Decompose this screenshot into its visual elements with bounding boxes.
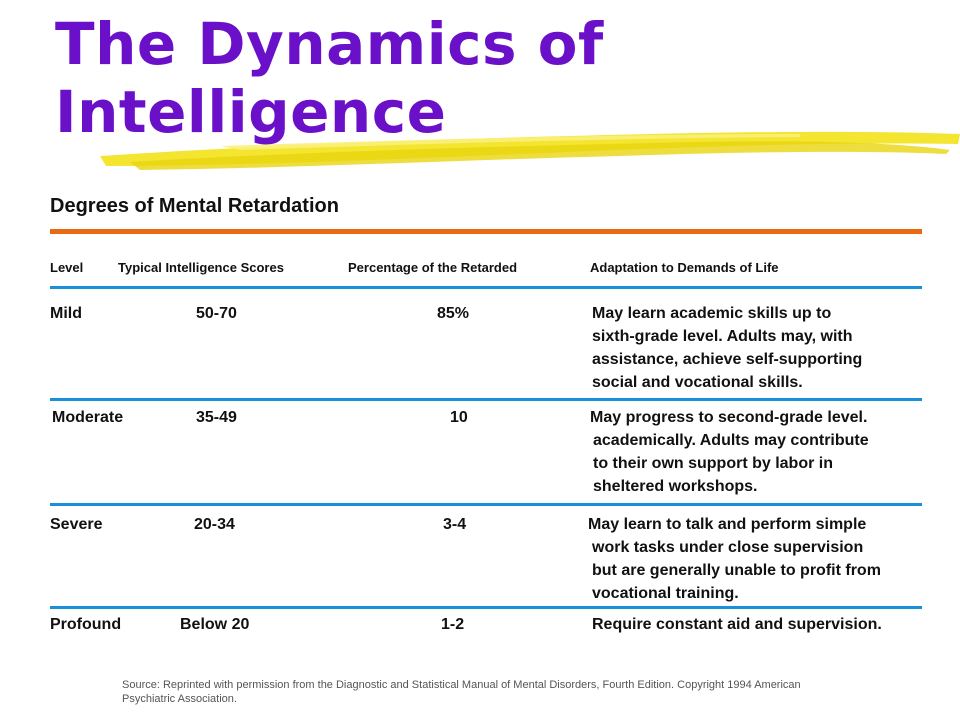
source-line-2: Psychiatric Association. xyxy=(122,693,237,705)
row-divider xyxy=(50,503,922,506)
column-header-adaptation: Adaptation to Demands of Life xyxy=(590,260,779,275)
adaptation-cell: May progress to second-grade level. acad… xyxy=(590,406,935,498)
yellow-brush-stroke xyxy=(100,131,960,170)
table-subtitle: Degrees of Mental Retardation xyxy=(50,195,339,217)
percentage-cell: 3-4 xyxy=(443,516,467,533)
column-header-level: Level xyxy=(50,260,84,275)
percentage-cell: 10 xyxy=(450,409,468,426)
scores-cell: Below 20 xyxy=(180,616,250,633)
title-line-1: The Dynamics of xyxy=(55,10,604,78)
column-header-scores: Typical Intelligence Scores xyxy=(118,260,284,275)
adaptation-line: social and vocational skills. xyxy=(592,374,803,391)
column-header-percentage: Percentage of the Retarded xyxy=(348,260,518,275)
title-line-2: Intelligence xyxy=(55,78,447,146)
adaptation-line: vocational training. xyxy=(592,585,739,602)
level-cell: Mild xyxy=(50,305,82,322)
scores-cell: 20-34 xyxy=(194,516,235,533)
row-divider xyxy=(50,286,922,289)
adaptation-cell: Require constant aid and supervision. xyxy=(592,613,882,636)
row-divider xyxy=(50,606,922,609)
scores-cell: 50-70 xyxy=(196,305,237,322)
adaptation-line: but are generally unable to profit from xyxy=(592,562,881,579)
adaptation-line: assistance, achieve self-supporting xyxy=(592,351,863,368)
adaptation-line: sixth-grade level. Adults may, with xyxy=(592,328,853,345)
adaptation-line: May progress to second-grade level. xyxy=(590,409,868,426)
adaptation-line: Require constant aid and supervision. xyxy=(592,616,882,633)
level-cell: Profound xyxy=(50,616,122,633)
source-note: Source: Reprinted with permission from t… xyxy=(122,678,801,706)
orange-divider xyxy=(50,229,922,234)
adaptation-line: academically. Adults may contribute xyxy=(593,432,869,449)
adaptation-line: May learn academic skills up to xyxy=(592,305,832,322)
percentage-cell: 85% xyxy=(437,305,470,322)
slide-title: The Dynamics of Intelligence xyxy=(55,10,604,146)
source-line-1: Source: Reprinted with permission from t… xyxy=(122,679,801,691)
adaptation-cell: May learn academic skills up to sixth-gr… xyxy=(592,302,937,394)
level-cell: Severe xyxy=(50,516,103,533)
level-cell: Moderate xyxy=(52,409,124,426)
adaptation-cell: May learn to talk and perform simple wor… xyxy=(588,513,933,605)
row-divider xyxy=(50,398,922,401)
scores-cell: 35-49 xyxy=(196,409,237,426)
percentage-cell: 1-2 xyxy=(441,616,465,633)
adaptation-line: May learn to talk and perform simple xyxy=(588,516,867,533)
adaptation-line: to their own support by labor in xyxy=(593,455,833,472)
adaptation-line: work tasks under close supervision xyxy=(592,539,864,556)
adaptation-line: sheltered workshops. xyxy=(593,478,758,495)
